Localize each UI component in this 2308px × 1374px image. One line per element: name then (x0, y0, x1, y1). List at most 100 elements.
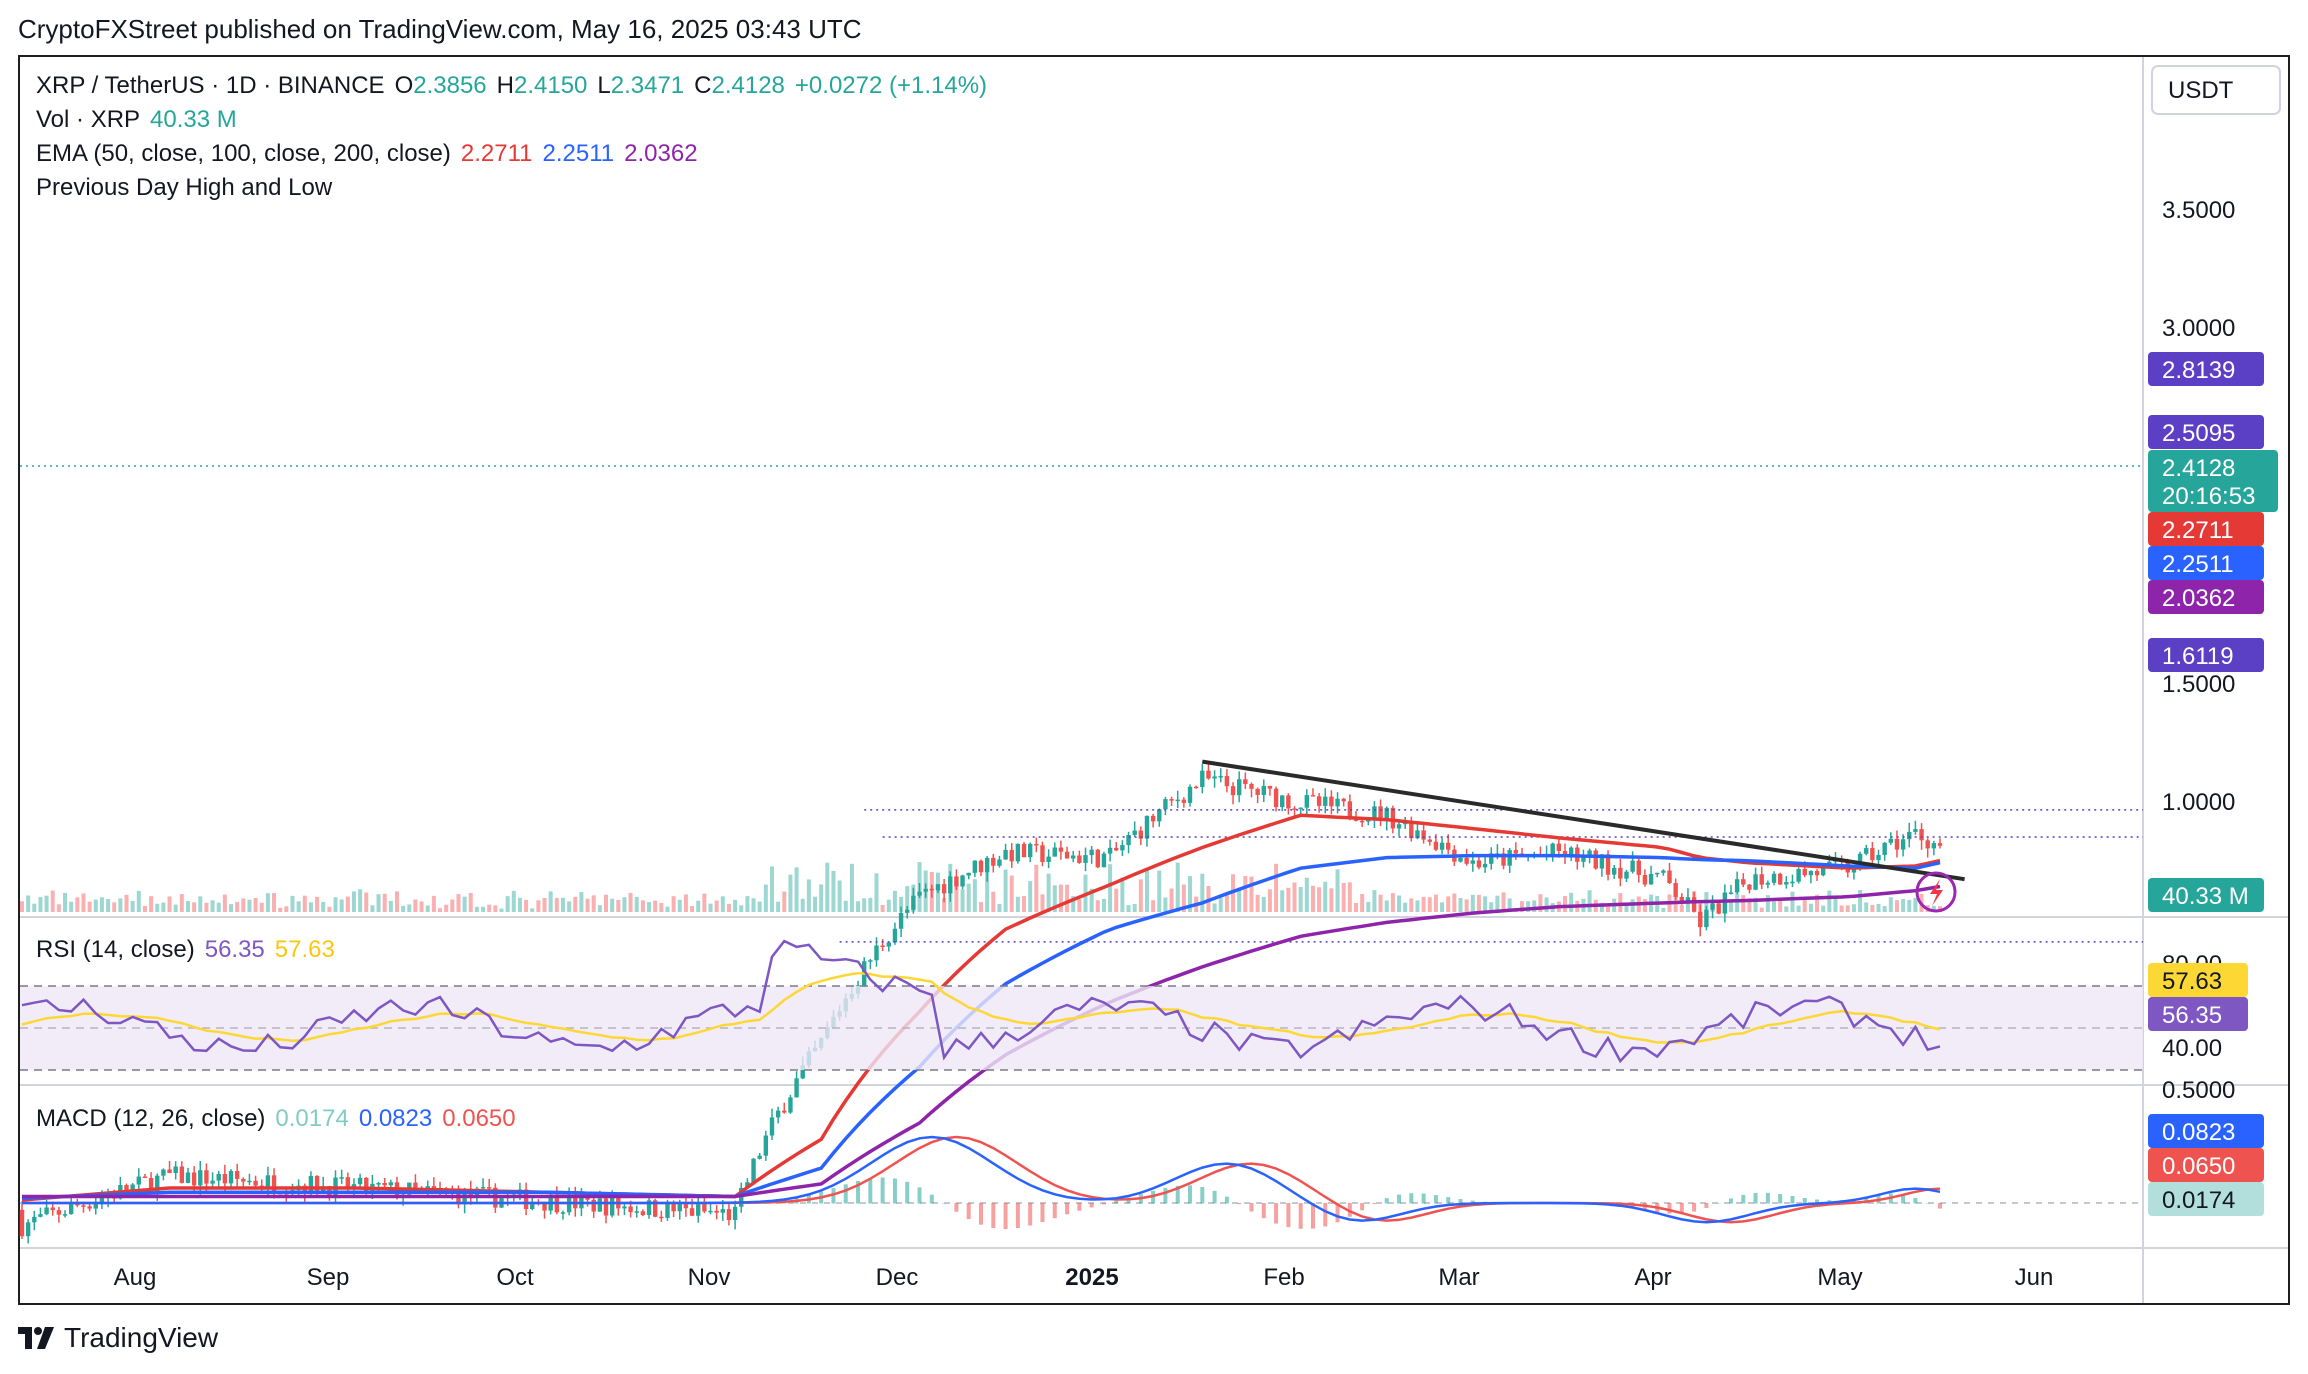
candle-body (1907, 831, 1912, 840)
candle-body (1636, 860, 1641, 875)
candle-body (1593, 850, 1598, 869)
macd-hist-bar (917, 1187, 922, 1204)
candle-body (480, 1187, 486, 1189)
candle-body (1003, 849, 1008, 860)
badge-level-2509 (2148, 415, 2264, 449)
candle-body (757, 1155, 762, 1159)
candle-body (702, 1204, 707, 1212)
candle-body (960, 875, 965, 887)
volume-bar (1372, 890, 1377, 912)
chart-frame[interactable] (18, 55, 2290, 1305)
rsi-legend[interactable]: RSI (14, close) 56.35 57.63 (36, 936, 345, 964)
volume-bar (1569, 892, 1574, 912)
macd-legend[interactable]: MACD (12, 26, close) 0.0174 0.0823 0.0650 (36, 1105, 526, 1133)
macd-hist-bar (942, 1203, 947, 1204)
pdhl-legend[interactable]: Previous Day High and Low (36, 174, 342, 202)
volume-bar (1409, 898, 1414, 912)
descending-trendline[interactable] (1202, 759, 1965, 882)
candle-body (1919, 829, 1924, 841)
candle-body (1200, 770, 1205, 788)
candle-body (1378, 806, 1383, 822)
volume-bar (394, 891, 399, 912)
macd-hist-bar (1458, 1199, 1463, 1204)
candle-body (591, 1199, 596, 1212)
ema-legend[interactable]: EMA (50, close, 100, close, 200, close) 2… (36, 140, 708, 168)
candle-body (659, 1216, 664, 1219)
candle-body (708, 1210, 713, 1213)
candle-body (782, 1110, 787, 1113)
tradingview-brand[interactable]: TradingView (18, 1322, 218, 1354)
ema50-value: 2.2711 (460, 140, 533, 167)
volume-bar (1224, 895, 1229, 912)
volume-bar (1181, 884, 1186, 912)
candle-body (714, 1210, 719, 1213)
macd-hist-bar (979, 1203, 983, 1225)
candle-body (911, 895, 916, 910)
candle-body (880, 945, 885, 948)
volume-bar (192, 902, 197, 912)
volume-bar (702, 893, 707, 912)
candle-body (185, 1172, 191, 1183)
volume-bar (198, 896, 203, 912)
rsi-line (21, 939, 1941, 1064)
candle-body (1175, 799, 1180, 802)
volume-bar (499, 908, 504, 912)
candle-body (1599, 854, 1605, 869)
macd-hist-bar (1667, 1203, 1672, 1214)
volume-bar (1913, 897, 1918, 912)
candle-body (1206, 770, 1211, 779)
volume-bar (130, 900, 135, 912)
volume-bar (1126, 905, 1131, 912)
candle-body (1224, 776, 1230, 787)
currency-button[interactable] (2151, 65, 2281, 115)
bottom-bar (0, 1305, 2308, 1374)
volume-bar (634, 896, 639, 912)
candle-body (886, 942, 891, 947)
candle-body (1851, 869, 1857, 873)
lightning-icon[interactable] (1915, 871, 1957, 913)
candle-body (954, 876, 959, 887)
macd-hist-bar (1310, 1203, 1315, 1229)
volume-bar (382, 893, 387, 912)
time-axis[interactable]: Aug Sep Oct Nov Dec 2025 Feb Mar Apr May… (114, 1264, 2054, 1291)
macd-hist-bar (1040, 1203, 1045, 1223)
candle-body (1802, 868, 1807, 876)
candle-body (523, 1189, 529, 1209)
candle-body (1015, 843, 1021, 862)
candle-body (32, 1216, 37, 1223)
volume-bar (849, 863, 854, 912)
candle-body (634, 1211, 639, 1213)
candle-body (1120, 845, 1125, 851)
volume-bar (1606, 906, 1611, 912)
volume-bar (462, 896, 467, 912)
volume-bar (124, 894, 129, 912)
pdhl-label: Previous Day High and Low (36, 174, 333, 201)
volume-legend[interactable]: Vol · XRP 40.33 M (36, 106, 247, 134)
volume-bar (733, 899, 738, 912)
volume-bar (1335, 869, 1340, 912)
candle-body (923, 888, 928, 892)
candle-body (597, 1198, 603, 1212)
candle-body (1630, 860, 1635, 872)
symbol-legend[interactable]: XRP / TetherUS · 1D · BINANCE O2.3856 H2.4… (36, 72, 997, 100)
macd-hist-bar (1790, 1195, 1795, 1204)
volume-bar (616, 899, 621, 912)
volume-bar (1526, 901, 1531, 912)
candle-body (1390, 807, 1396, 829)
volume-bar (979, 902, 983, 912)
badge-macd-signal-text: 0.0650 (2162, 1153, 2235, 1180)
candle-body (44, 1207, 49, 1215)
candle-body (253, 1180, 258, 1186)
volume-bar (1728, 900, 1733, 912)
badge-rsi (2148, 997, 2248, 1031)
volume-bar (1384, 900, 1389, 912)
candle-body (1421, 830, 1426, 840)
open-label: O (394, 72, 414, 99)
price-axis[interactable]: 3.5000 3.0000 1.5000 1.0000 80.00 40.00 … (2162, 197, 2235, 1104)
volume-bar (1796, 905, 1801, 912)
volume-bar (665, 906, 670, 912)
macd-hist-bar (1200, 1187, 1205, 1204)
macd-hist-bar (1409, 1193, 1414, 1204)
volume-bar (597, 905, 602, 912)
